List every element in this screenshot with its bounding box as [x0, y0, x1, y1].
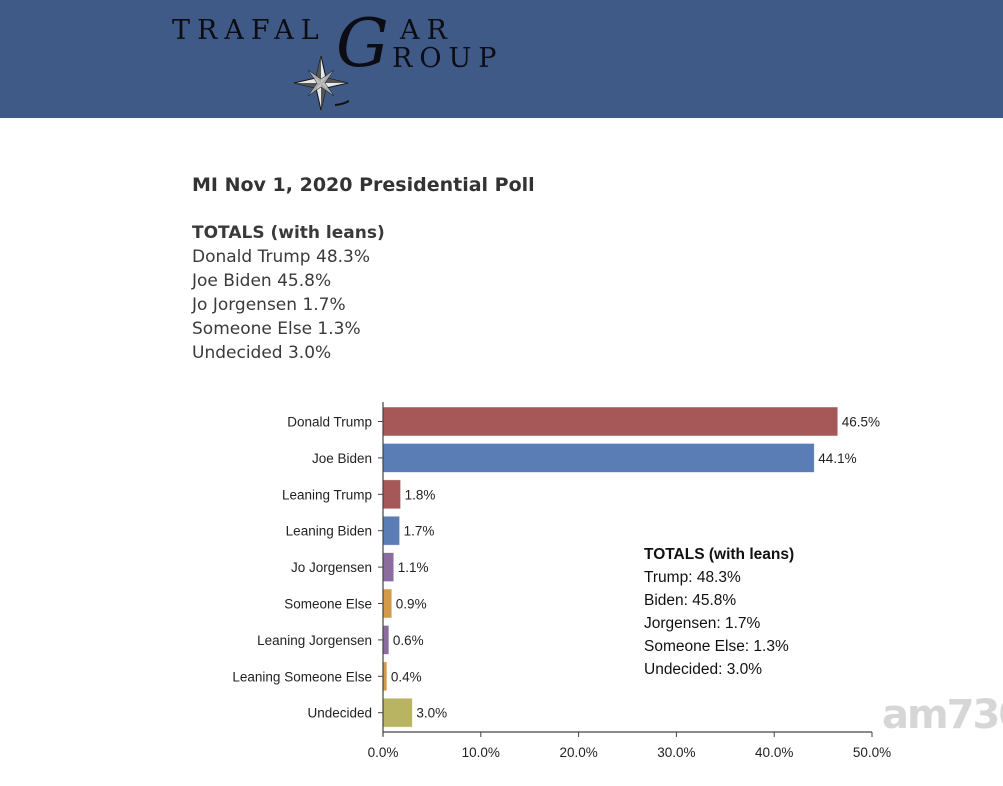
annotation-heading: TOTALS (with leans): [644, 546, 795, 563]
data-label: 0.6%: [393, 633, 424, 648]
bar: [382, 625, 390, 655]
y-tick-label: Joe Biden: [312, 451, 372, 466]
logo-text-trafal: TRAFAL: [172, 15, 326, 46]
bar: [382, 479, 402, 510]
annotation-line: Trump: 48.3%: [644, 569, 741, 586]
data-label: 1.1%: [398, 560, 429, 575]
y-tick-label: Undecided: [307, 706, 372, 721]
x-tick-label: 10.0%: [462, 745, 500, 760]
logo-text-g: G: [336, 5, 389, 82]
y-tick-label: Leaning Jorgensen: [257, 633, 372, 648]
bar: [382, 442, 815, 473]
page-title: MI Nov 1, 2020 Presidential Poll: [192, 174, 535, 196]
totals-line: Someone Else 1.3%: [192, 319, 361, 339]
logo-text-ar: AR: [400, 15, 454, 46]
x-tick-label: 30.0%: [657, 745, 695, 760]
annotation-line: Undecided: 3.0%: [644, 661, 763, 678]
y-tick-label: Donald Trump: [287, 415, 372, 430]
watermark: am730: [882, 692, 1003, 738]
bar: [382, 697, 413, 728]
chart-annotation-box: TOTALS (with leans) Trump: 48.3% Biden: …: [644, 543, 794, 681]
bar: [382, 406, 839, 437]
y-tick-label: Someone Else: [284, 597, 372, 612]
logo-text-roup: ROUP: [392, 43, 504, 74]
data-label: 0.9%: [396, 597, 427, 612]
totals-line: Undecided 3.0%: [192, 343, 332, 363]
x-tick-label: 0.0%: [368, 745, 399, 760]
y-tick-label: Leaning Trump: [282, 487, 372, 502]
data-label: 1.7%: [404, 524, 435, 539]
totals-heading: TOTALS (with leans): [192, 223, 385, 243]
bar: [382, 515, 401, 546]
bar: [382, 552, 395, 582]
data-label: 46.5%: [842, 415, 880, 430]
annotation-line: Biden: 45.8%: [644, 592, 737, 609]
data-label: 44.1%: [818, 451, 856, 466]
totals-line: Joe Biden 45.8%: [192, 271, 332, 291]
x-tick-label: 50.0%: [853, 745, 891, 760]
x-tick-label: 20.0%: [559, 745, 597, 760]
totals-summary: TOTALS (with leans) Donald Trump 48.3% J…: [192, 221, 385, 365]
annotation-line: Jorgensen: 1.7%: [644, 615, 761, 632]
totals-line: Donald Trump 48.3%: [192, 247, 371, 267]
header-banner: TRAFAL G AR ROUP: [0, 0, 1003, 118]
x-tick-label: 40.0%: [755, 745, 793, 760]
compass-star-icon: [293, 55, 349, 111]
totals-line: Jo Jorgensen 1.7%: [192, 295, 346, 315]
y-tick-label: Leaning Biden: [286, 524, 372, 539]
y-tick-label: Jo Jorgensen: [291, 560, 372, 575]
data-label: 0.4%: [391, 669, 422, 684]
annotation-line: Someone Else: 1.3%: [644, 638, 789, 655]
data-label: 1.8%: [405, 487, 436, 502]
bar: [382, 588, 393, 619]
data-label: 3.0%: [416, 706, 447, 721]
y-tick-label: Leaning Someone Else: [232, 669, 372, 684]
